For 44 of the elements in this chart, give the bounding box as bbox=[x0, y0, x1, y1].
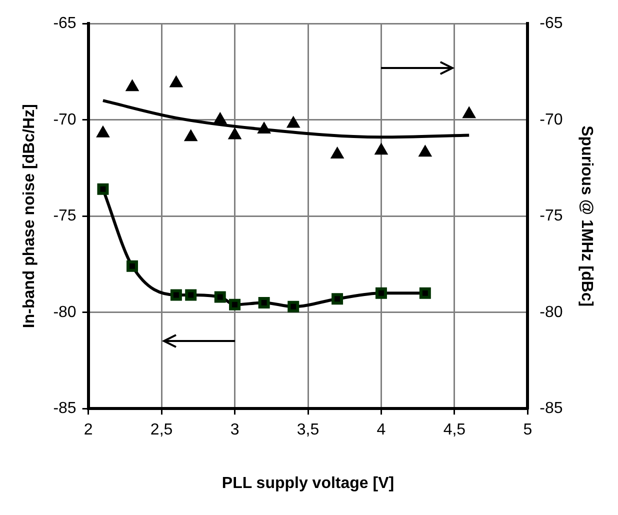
y-tick-label: -70 bbox=[53, 111, 76, 128]
y2-tick-label: -70 bbox=[540, 111, 563, 128]
y2-tick-label: -80 bbox=[540, 304, 563, 321]
point bbox=[214, 112, 227, 124]
x-tick-label: 3,5 bbox=[296, 422, 320, 439]
x-tick-label: 3 bbox=[230, 422, 240, 439]
point bbox=[126, 80, 139, 92]
point bbox=[419, 287, 431, 299]
y-tick-label: -75 bbox=[53, 208, 76, 225]
x-tick-label: 2,5 bbox=[150, 422, 173, 439]
x-tick-label: 4,5 bbox=[443, 422, 466, 439]
point bbox=[332, 293, 344, 305]
point bbox=[228, 128, 242, 140]
line-series bbox=[101, 99, 471, 139]
y-tick-label: -85 bbox=[53, 400, 76, 418]
y-tick-label: -80 bbox=[53, 304, 76, 321]
point bbox=[258, 296, 270, 308]
point bbox=[462, 106, 476, 118]
point bbox=[375, 287, 387, 299]
point bbox=[184, 130, 198, 142]
x-tick-label: 5 bbox=[523, 422, 532, 439]
point bbox=[126, 260, 138, 272]
point bbox=[374, 143, 388, 155]
x-tick-label: 4 bbox=[376, 422, 386, 439]
point bbox=[170, 76, 183, 88]
point bbox=[330, 147, 344, 158]
y-tick-label: -65 bbox=[53, 15, 76, 32]
point bbox=[170, 289, 182, 301]
point bbox=[258, 122, 271, 134]
y2-tick-label: -75 bbox=[540, 208, 563, 225]
x-axis-title: PLL supply voltage [V] bbox=[222, 474, 394, 492]
point bbox=[418, 145, 432, 157]
point bbox=[286, 116, 300, 128]
point bbox=[97, 183, 109, 195]
point bbox=[288, 300, 300, 312]
y-axis-title: In-band phase noise [dBc/Hz] bbox=[21, 104, 38, 328]
y2-tick-label: -85 bbox=[540, 400, 563, 418]
y2-axis-title: Spurious @ 1MHz [dBc] bbox=[578, 126, 595, 307]
y2-tick-label: -65 bbox=[540, 15, 563, 32]
x-tick-label: 2 bbox=[84, 422, 93, 439]
point bbox=[214, 291, 226, 303]
point bbox=[185, 289, 197, 301]
point bbox=[96, 126, 110, 138]
point bbox=[229, 298, 241, 310]
